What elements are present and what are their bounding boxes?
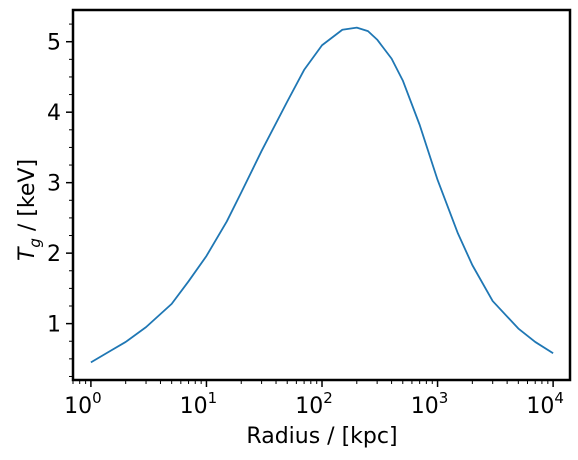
svg-text:Tg / [keV]: Tg / [keV] <box>15 159 44 261</box>
y-axis-label-units: / [keV] <box>15 159 40 238</box>
x-axis-label: Radius / [kpc] <box>246 424 397 449</box>
series-line-0 <box>91 28 553 363</box>
y-axis-label: Tg / [keV] <box>15 159 44 261</box>
y-tick-label-0: 1 <box>47 313 61 338</box>
y-axis-label-subscript: g <box>26 238 44 248</box>
y-tick-label-2: 3 <box>47 172 61 197</box>
x-tick-label-0: 100 <box>64 389 102 419</box>
plot-frame <box>73 10 570 380</box>
x-tick-label-4: 104 <box>526 389 564 419</box>
y-tick-label-3: 4 <box>47 101 61 126</box>
x-tick-label-2: 102 <box>295 389 333 419</box>
x-tick-label-1: 101 <box>180 389 218 419</box>
y-tick-label-4: 5 <box>47 31 61 56</box>
x-tick-label-3: 103 <box>411 389 449 419</box>
y-tick-label-1: 2 <box>47 242 61 267</box>
